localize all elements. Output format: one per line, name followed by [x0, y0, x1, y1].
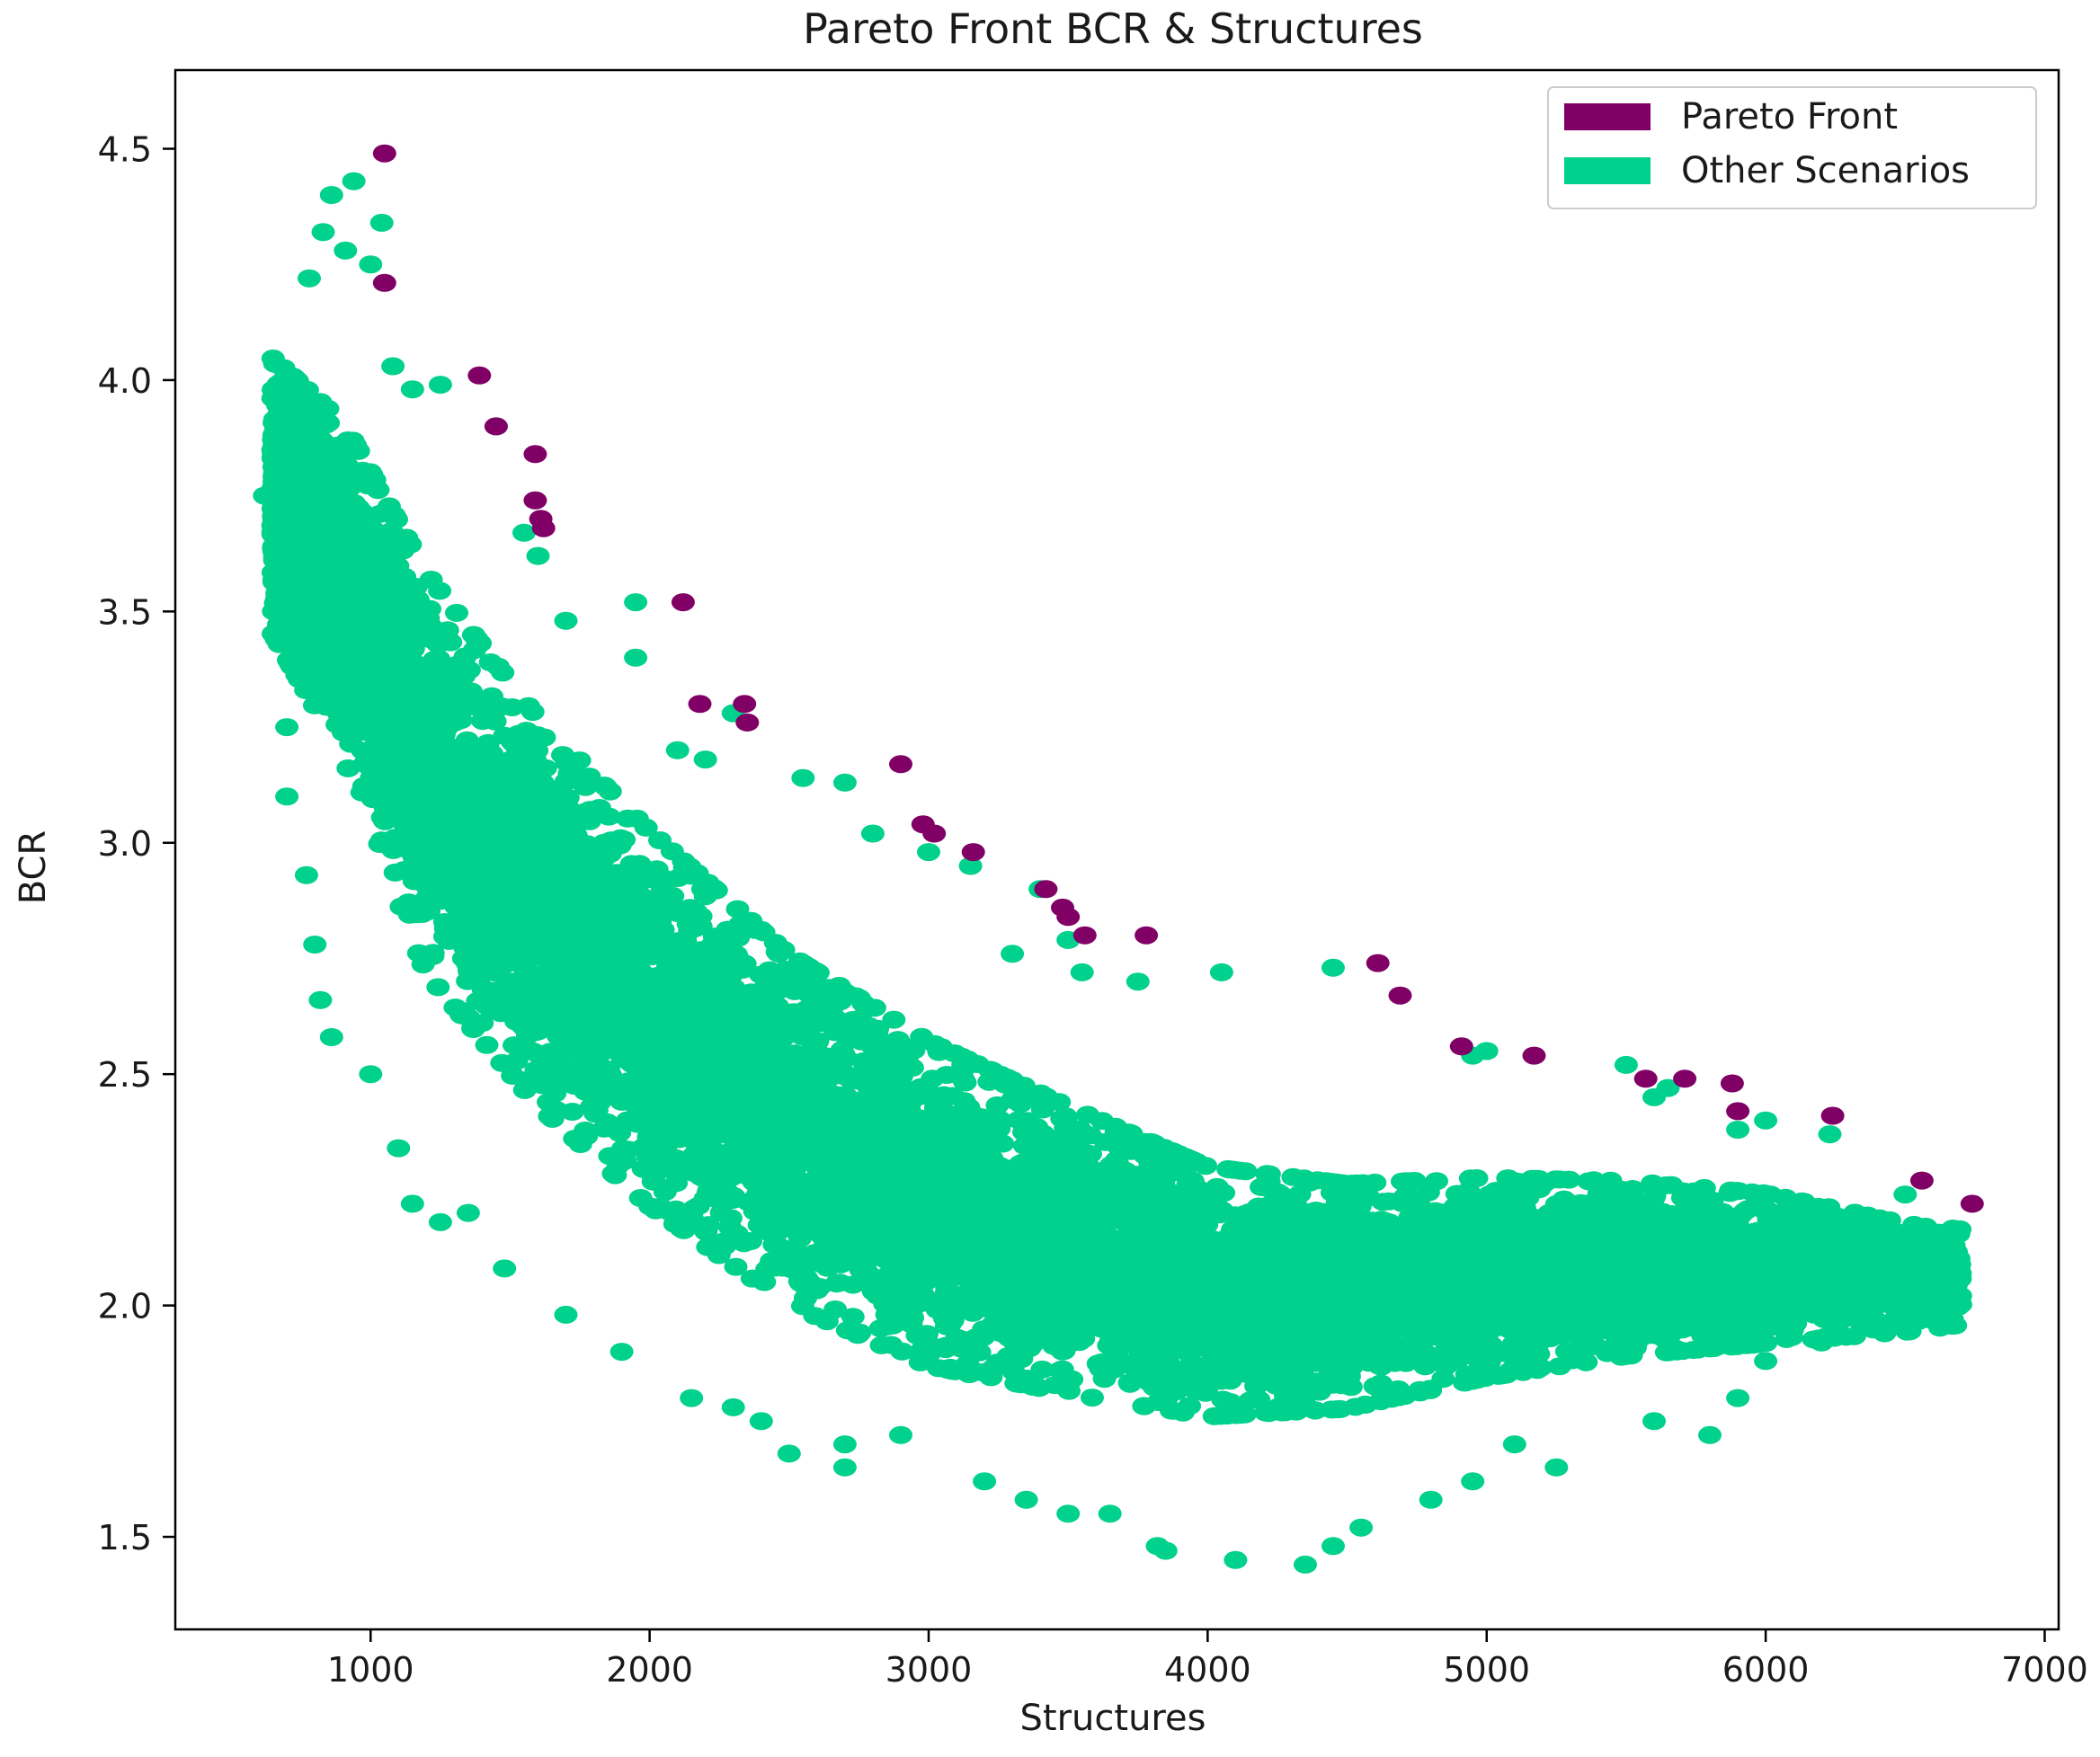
point-other — [426, 978, 450, 997]
point-other — [1081, 1389, 1104, 1407]
chart-title: Pareto Front BCR & Structures — [803, 4, 1423, 53]
point-other — [979, 1368, 1003, 1387]
point-other — [1093, 1132, 1117, 1151]
point-other — [1117, 1123, 1141, 1142]
series-other-scenarios — [253, 172, 1972, 1574]
point-other — [882, 1010, 906, 1029]
point-other — [351, 503, 375, 522]
point-other — [1030, 1360, 1054, 1379]
point-other — [1301, 1202, 1325, 1221]
point-other — [869, 1335, 894, 1354]
point-other — [666, 869, 690, 887]
point-other — [951, 1069, 975, 1088]
plot-area — [253, 144, 1984, 1574]
point-other — [445, 603, 468, 622]
point-other — [461, 1019, 485, 1038]
point-other — [648, 831, 672, 849]
point-other — [1180, 1150, 1205, 1169]
point-other — [1154, 1390, 1178, 1409]
